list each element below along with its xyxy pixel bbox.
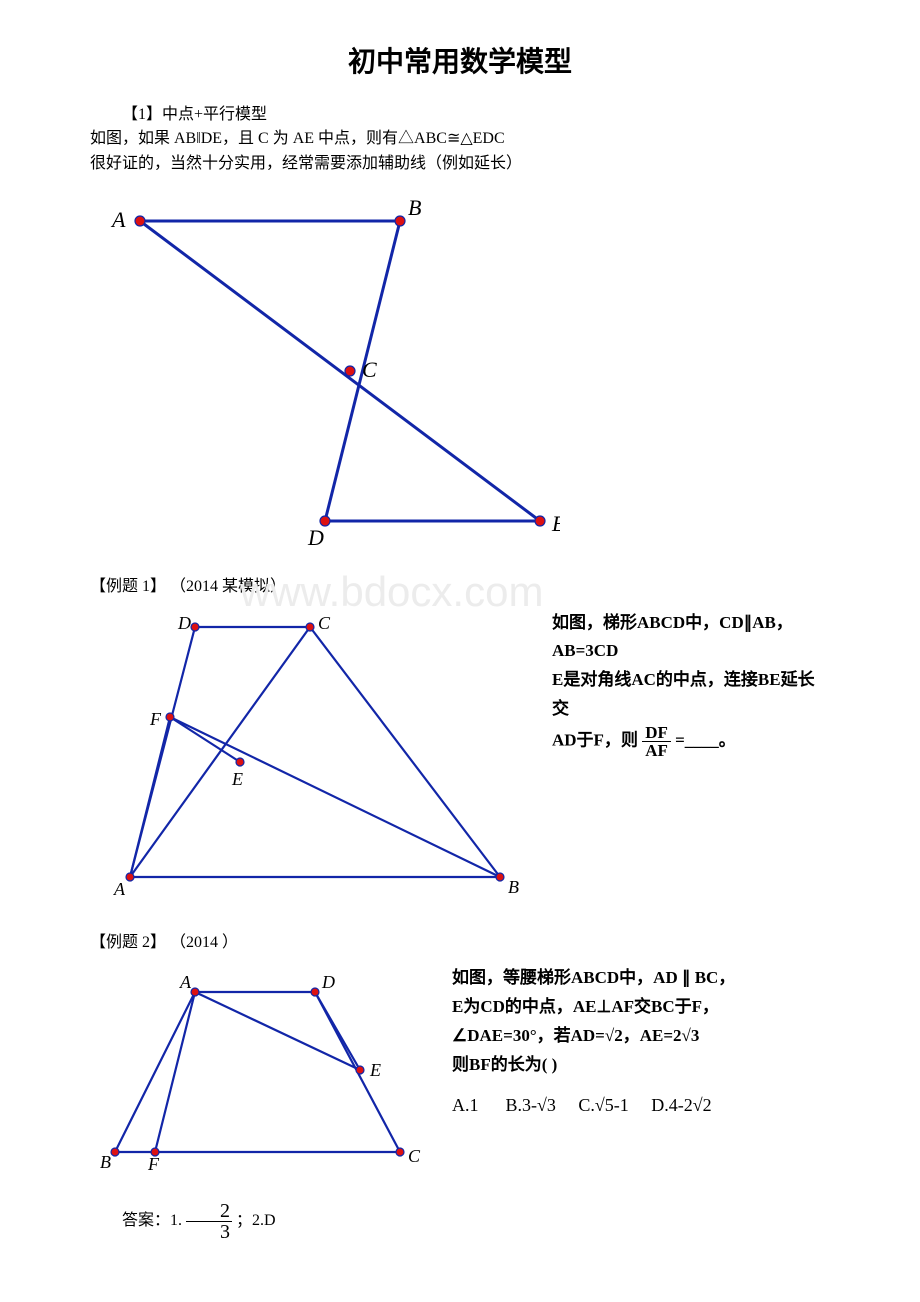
- svg-text:B: B: [508, 877, 519, 897]
- ans-frac-d: 3: [186, 1222, 232, 1242]
- ans-frac-n: 2: [186, 1201, 232, 1222]
- svg-text:E: E: [369, 1060, 381, 1080]
- svg-text:C: C: [318, 613, 331, 633]
- section-heading: 【1】中点+平行模型: [90, 104, 830, 126]
- answers-fraction: 2 3: [186, 1201, 232, 1242]
- problem-2-text: 如图，等腰梯形ABCD中，AD ∥ BC， E为CD的中点，AE⊥AF交BC于F…: [452, 956, 735, 1120]
- p1-line2: E是对角线AC的中点，连接BE延长交: [552, 666, 830, 724]
- svg-text:F: F: [147, 1154, 160, 1174]
- fraction-df-af: DF AF: [642, 724, 671, 759]
- page-title: 初中常用数学模型: [90, 40, 830, 80]
- problem-1-text: 如图，梯形ABCD中，CD∥AB，AB=3CD E是对角线AC的中点，连接BE延…: [552, 601, 830, 760]
- intro-line-2: 很好证的，当然十分实用，经常需要添加辅助线（例如延长）: [90, 153, 830, 175]
- answers-suffix: ；2.D: [236, 1212, 276, 1229]
- p1-l3-pre: AD于F，则: [552, 731, 638, 750]
- intro-line-1: 如图，如果 AB‖DE，且 C 为 AE 中点，则有△ABC≅△EDC: [90, 128, 830, 150]
- answers: 答案：1. 2 3 ；2.D: [90, 1201, 830, 1242]
- svg-text:D: D: [307, 525, 324, 550]
- p1-line1: 如图，梯形ABCD中，CD∥AB，AB=3CD: [552, 609, 830, 667]
- figure-2: D C F E A B: [100, 607, 540, 912]
- p2-line3: ∠DAE=30°，若AD=√2，AE=2√3: [452, 1022, 735, 1051]
- figure-3: A D E B F C: [100, 962, 440, 1187]
- p2-line1: 如图，等腰梯形ABCD中，AD ∥ BC，: [452, 964, 735, 993]
- p2-line2: E为CD的中点，AE⊥AF交BC于F，: [452, 993, 735, 1022]
- svg-text:E: E: [231, 769, 243, 789]
- frac-den: AF: [642, 742, 671, 759]
- p2-options: A.1 B.3-√3 C.√5-1 D.4-2√2: [452, 1090, 735, 1121]
- svg-text:B: B: [100, 1152, 111, 1172]
- svg-text:A: A: [110, 207, 126, 232]
- svg-text:A: A: [179, 972, 192, 992]
- example-2-label: 【例题 2】 （2014 ）: [90, 932, 830, 954]
- p1-l3-post: =____。: [675, 731, 736, 750]
- example-1-label: 【例题 1】 （2014 某模拟）: [90, 576, 830, 598]
- svg-text:B: B: [408, 195, 421, 220]
- svg-text:D: D: [177, 613, 191, 633]
- svg-text:C: C: [408, 1146, 421, 1166]
- svg-text:E: E: [551, 511, 560, 536]
- svg-text:D: D: [321, 972, 335, 992]
- p1-line3: AD于F，则 DF AF =____。: [552, 724, 830, 759]
- svg-text:C: C: [362, 357, 377, 382]
- p2-line4: 则BF的长为( ): [452, 1051, 735, 1080]
- figure-1: A B C D E: [100, 181, 830, 566]
- frac-num: DF: [642, 724, 671, 742]
- svg-text:A: A: [113, 879, 126, 899]
- svg-text:F: F: [149, 709, 162, 729]
- answers-prefix: 答案：1.: [122, 1212, 182, 1229]
